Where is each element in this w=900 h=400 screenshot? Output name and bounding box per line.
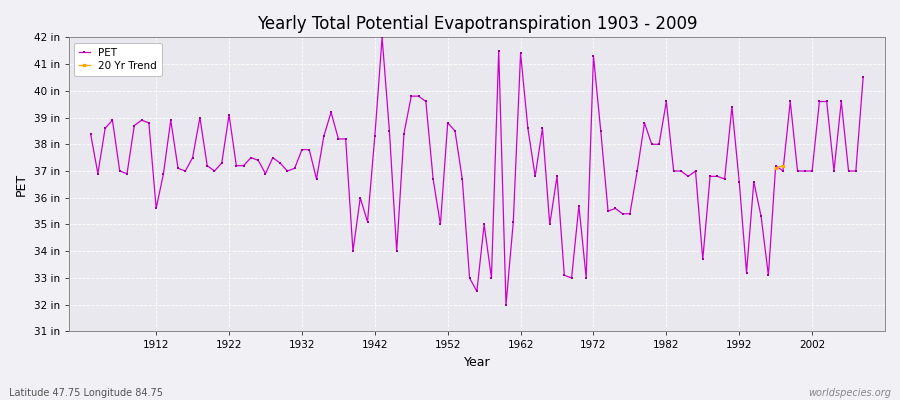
PET	[785, 99, 796, 104]
20 Yr Trend	[770, 166, 781, 171]
PET	[500, 302, 511, 307]
Y-axis label: PET: PET	[15, 173, 28, 196]
Line: 20 Yr Trend: 20 Yr Trend	[774, 164, 785, 170]
20 Yr Trend	[778, 163, 788, 168]
PET	[822, 99, 832, 104]
PET	[719, 177, 730, 182]
Line: PET: PET	[89, 36, 865, 306]
PET	[683, 174, 694, 179]
PET	[86, 131, 96, 136]
PET	[858, 75, 868, 80]
X-axis label: Year: Year	[464, 356, 490, 369]
Text: worldspecies.org: worldspecies.org	[808, 388, 891, 398]
PET	[646, 142, 657, 147]
PET	[319, 134, 329, 139]
Title: Yearly Total Potential Evapotranspiration 1903 - 2009: Yearly Total Potential Evapotranspiratio…	[256, 15, 698, 33]
PET	[377, 35, 388, 40]
Legend: PET, 20 Yr Trend: PET, 20 Yr Trend	[74, 42, 162, 76]
Text: Latitude 47.75 Longitude 84.75: Latitude 47.75 Longitude 84.75	[9, 388, 163, 398]
